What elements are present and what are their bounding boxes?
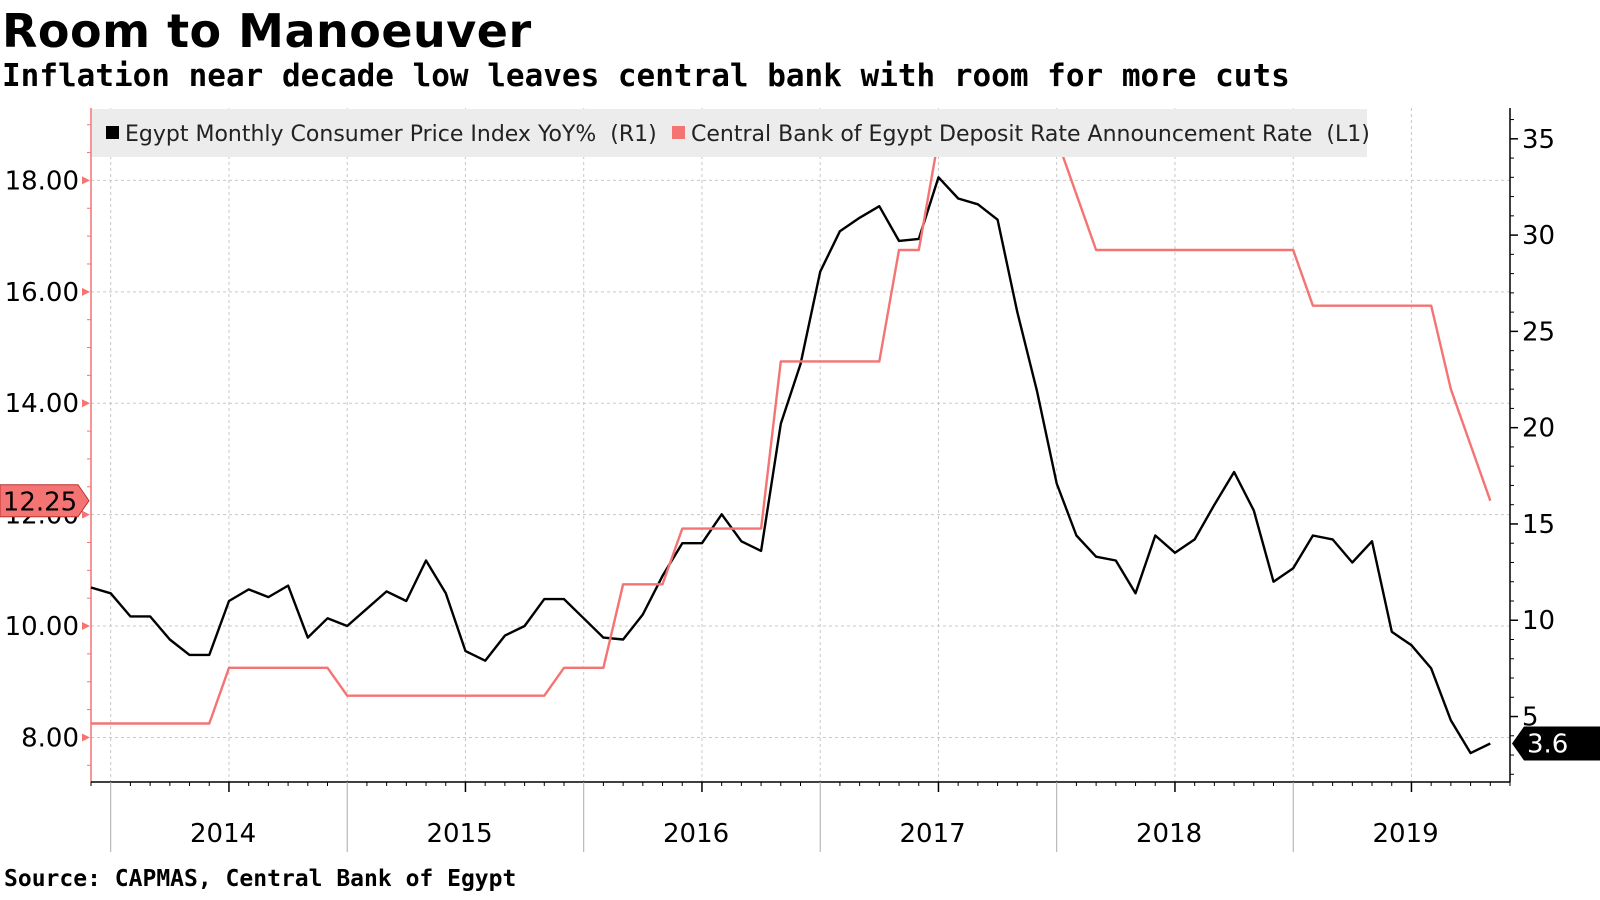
legend-label-rate: Central Bank of Egypt Deposit Rate Annou… xyxy=(691,122,1370,147)
left-tick-label: 18.00 xyxy=(5,166,79,196)
cpi-series-line xyxy=(90,176,1491,755)
left-tick xyxy=(82,287,90,296)
source-note: Source: CAPMAS, Central Bank of Egypt xyxy=(4,866,517,892)
line-chart: 2014201520162017201820198.0010.0012.0014… xyxy=(0,108,1600,852)
right-tick-label: 20 xyxy=(1522,414,1555,444)
x-tick-label: 2017 xyxy=(900,819,966,849)
left-tick xyxy=(82,176,90,185)
left-tick-label: 14.00 xyxy=(5,389,79,419)
left-tick xyxy=(82,510,90,519)
cpi-last-value-badge xyxy=(1512,726,1600,761)
left-tick xyxy=(82,733,90,742)
right-tick-label: 30 xyxy=(1522,221,1555,251)
chart-title: Room to Manoeuver xyxy=(2,4,532,58)
left-tick xyxy=(82,399,90,408)
rate-series-line xyxy=(91,137,1492,725)
right-tick-label: 15 xyxy=(1522,510,1555,540)
left-tick-label: 10.00 xyxy=(5,612,79,642)
legend-swatch-rate xyxy=(672,126,685,139)
left-tick-label: 8.00 xyxy=(21,723,79,753)
right-tick-label: 5 xyxy=(1522,703,1539,733)
x-tick-label: 2014 xyxy=(190,819,256,849)
chart-subtitle: Inflation near decade low leaves central… xyxy=(2,58,1290,94)
rate-last-value-label: 12.25 xyxy=(3,488,77,518)
left-tick xyxy=(82,622,90,631)
legend-label-cpi: Egypt Monthly Consumer Price Index YoY% … xyxy=(125,122,657,147)
right-tick-label: 35 xyxy=(1522,125,1555,155)
rate-last-value-badge xyxy=(0,484,90,518)
x-tick-label: 2015 xyxy=(427,819,493,849)
right-tick-label: 10 xyxy=(1522,606,1555,636)
right-tick-label: 25 xyxy=(1522,317,1555,347)
x-tick-label: 2016 xyxy=(663,819,729,849)
x-tick-label: 2018 xyxy=(1136,819,1202,849)
legend-box xyxy=(92,109,1367,157)
x-tick-label: 2019 xyxy=(1373,819,1439,849)
left-tick-label: 16.00 xyxy=(5,278,79,308)
legend-swatch-cpi xyxy=(106,126,119,139)
cpi-last-value-label: 3.6 xyxy=(1527,729,1568,759)
